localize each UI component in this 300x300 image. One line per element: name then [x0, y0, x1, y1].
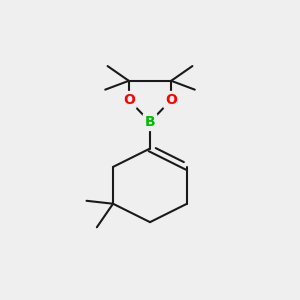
Text: O: O	[165, 93, 177, 107]
Text: O: O	[123, 93, 135, 107]
Text: B: B	[145, 115, 155, 129]
